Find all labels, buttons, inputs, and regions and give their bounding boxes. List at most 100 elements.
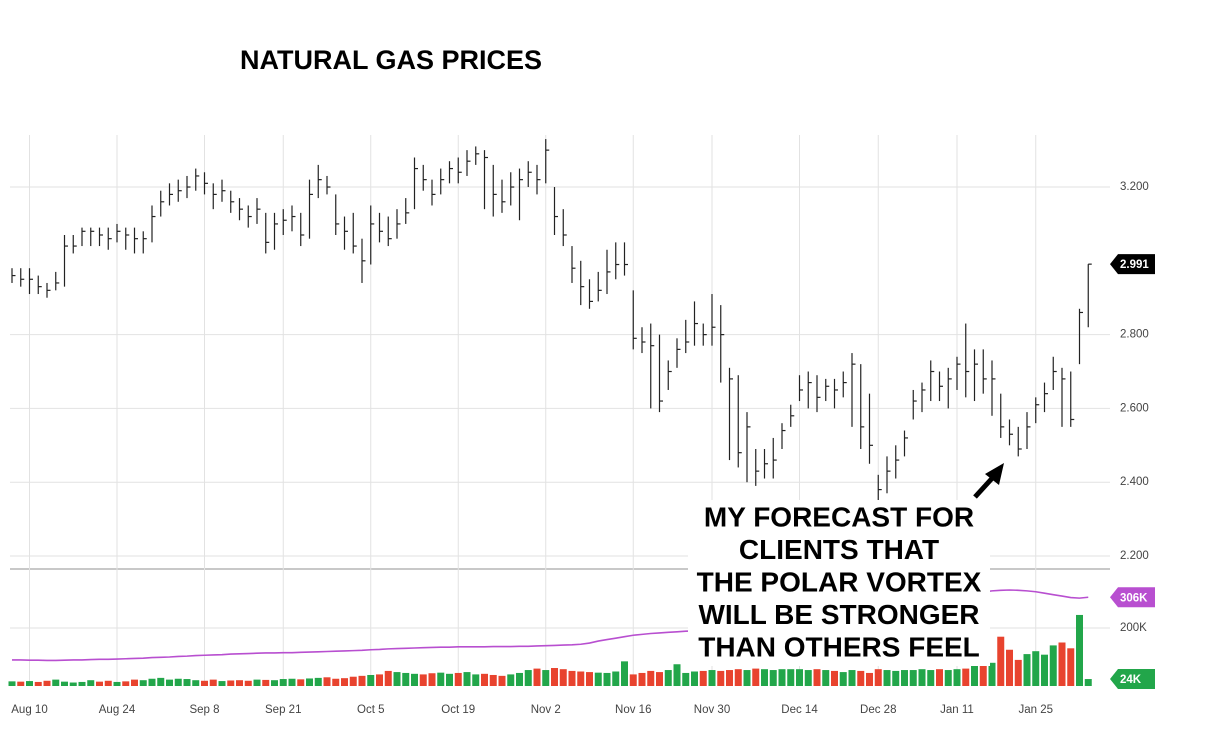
x-tick-label: Nov 16 [615, 704, 651, 716]
volume-tick-label: 200K [1120, 622, 1147, 634]
x-tick-label: Jan 11 [940, 704, 974, 716]
volume-bar [1032, 651, 1040, 686]
volume-bar [979, 662, 987, 686]
volume-bar [236, 680, 243, 686]
volume-bar [446, 673, 453, 686]
volume-bar [227, 680, 235, 686]
last-price-tag [1110, 254, 1155, 275]
volume-bar [279, 679, 287, 686]
volume-bar [244, 680, 252, 686]
volume-bar [411, 673, 418, 686]
volume-bar [201, 680, 208, 686]
volume-bar [743, 670, 751, 686]
volume-bar [26, 681, 33, 686]
volume-bar [1049, 645, 1057, 686]
volume-bar [839, 672, 847, 686]
volume-bar [139, 680, 147, 686]
volume-bar [594, 672, 602, 686]
volume-bar [481, 673, 488, 686]
y-tick-label: 2.600 [1120, 402, 1149, 414]
volume-bar [183, 679, 191, 686]
volume-bar [349, 676, 357, 686]
volume-bar [524, 670, 532, 686]
volume-bar [953, 669, 961, 686]
volume-bar [752, 668, 760, 686]
volume-bar [533, 668, 541, 686]
moving-average-label: 306K [1120, 592, 1148, 604]
volume-bar [17, 681, 25, 686]
volume-bar [629, 674, 637, 686]
volume-bar [892, 670, 900, 686]
volume-bar [551, 668, 558, 686]
volume-bar [437, 672, 445, 686]
volume-bar [306, 678, 313, 686]
x-tick-label: Sep 21 [265, 704, 301, 716]
volume-bar [489, 674, 497, 686]
y-tick-label: 2.800 [1120, 329, 1149, 341]
volume-bar [621, 661, 628, 686]
volume-bar [209, 679, 217, 686]
volume-bar [656, 672, 663, 686]
volume-bar [402, 672, 410, 686]
volume-bar [1014, 659, 1022, 686]
volume-bar [332, 678, 340, 686]
volume-bar [1006, 649, 1013, 686]
volume-bar [131, 679, 138, 686]
volume-bar [586, 672, 593, 686]
volume-bar [166, 679, 173, 686]
volume-bar [516, 672, 523, 686]
volume-bar [341, 678, 348, 686]
volume-bar [568, 670, 576, 686]
volume-bar [1058, 642, 1066, 686]
volume-bar [1041, 654, 1048, 686]
volume-bar [944, 670, 952, 686]
x-tick-label: Jan 25 [1018, 704, 1053, 716]
volume-bar [8, 681, 16, 686]
volume-bar [218, 681, 226, 686]
volume-bar [288, 678, 296, 686]
volume-bar [647, 670, 655, 686]
volume-bar [997, 636, 1005, 686]
volume-bar [682, 672, 690, 686]
volume-bar [1076, 614, 1083, 686]
volume-bar [612, 671, 620, 686]
volume-bar [699, 670, 707, 686]
x-tick-label: Nov 2 [531, 704, 561, 716]
volume-bar [87, 680, 95, 686]
volume-bar [463, 672, 471, 686]
y-tick-label: 2.400 [1120, 476, 1149, 488]
volume-bar [796, 669, 803, 686]
volume-bar [358, 675, 366, 686]
volume-bar [726, 670, 733, 686]
volume-bar [769, 670, 777, 686]
volume-bar [603, 672, 611, 686]
volume-bar [822, 670, 830, 686]
volume-bar [673, 664, 681, 686]
volume-bar [314, 677, 322, 686]
x-tick-label: Dec 28 [860, 704, 896, 716]
volume-bar [927, 670, 935, 686]
annotation-line: THAN OTHERS FEEL [698, 631, 980, 662]
volume-bar [901, 670, 908, 686]
volume-bar [962, 668, 970, 686]
annotation-line: CLIENTS THAT [739, 534, 939, 565]
volume-bar [297, 679, 305, 686]
volume-bar [804, 670, 812, 686]
volume-bar [148, 678, 156, 686]
x-tick-label: Aug 24 [99, 704, 136, 716]
x-tick-label: Dec 14 [781, 704, 818, 716]
volume-bar [787, 669, 795, 686]
x-tick-label: Oct 5 [357, 704, 384, 716]
volume-bar [384, 670, 392, 686]
volume-bar [708, 670, 716, 686]
volume-bar [52, 679, 60, 686]
volume-bar [866, 672, 873, 686]
volume-bar [376, 674, 383, 686]
volume-bar [971, 662, 978, 686]
grid: 2.200 2.400 2.600 2.800 3.200 200K Aug 10 Aug 2… [10, 135, 1149, 716]
volume-bar [174, 678, 182, 686]
volume-bar [96, 681, 103, 686]
annotation-box [688, 500, 990, 666]
volume-bar [918, 669, 926, 686]
